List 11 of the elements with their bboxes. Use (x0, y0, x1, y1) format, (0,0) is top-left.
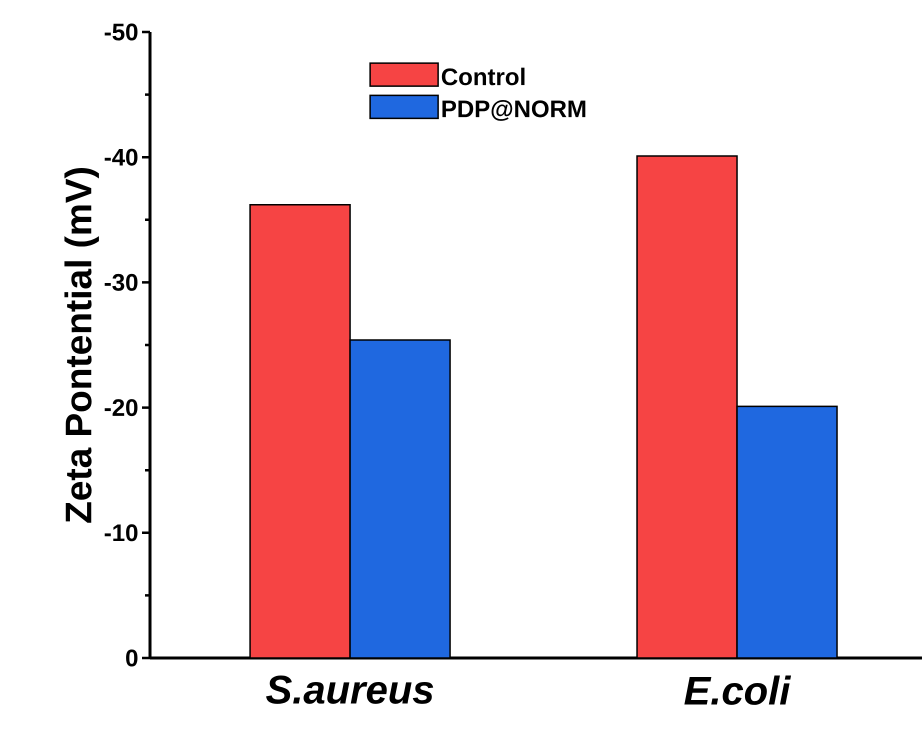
y-tick-label: -20 (104, 399, 138, 416)
y-tick-label: -50 (104, 24, 138, 40)
legend-label: Control (442, 68, 524, 86)
y-tick-label: 0 (126, 650, 138, 666)
y-axis-title: Zeta Pontential (mV) (64, 168, 99, 523)
x-tick-label: E.coli (684, 676, 792, 705)
legend-label: PDP@NORM (442, 100, 586, 121)
y-tick-label: -10 (104, 524, 138, 542)
x-tick-label: S.aureus (266, 676, 434, 704)
y-tick-label: -30 (104, 274, 138, 291)
y-tick-label: -40 (104, 148, 138, 166)
